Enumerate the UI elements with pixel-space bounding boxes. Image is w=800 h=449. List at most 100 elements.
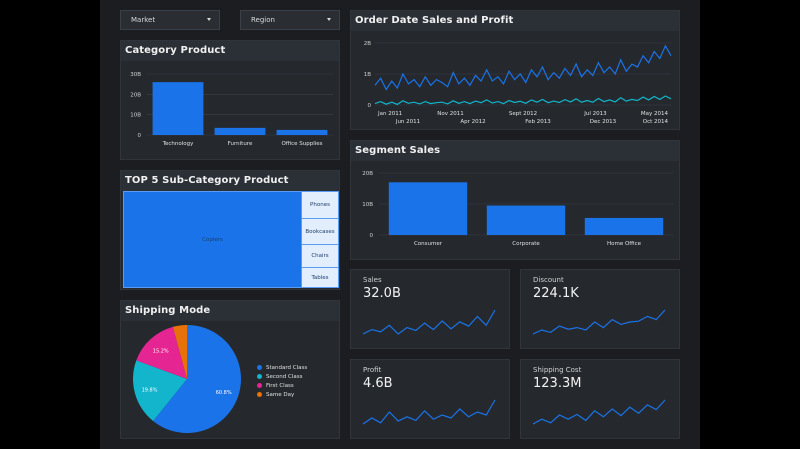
market-filter-label: Market (131, 16, 156, 24)
legend-label: Same Day (266, 391, 295, 398)
x-tick-label: Furniture (228, 141, 253, 147)
region-filter-dropdown[interactable]: Region (240, 10, 340, 30)
kpi-value: 224.1K (533, 286, 579, 301)
legend-label: First Class (266, 382, 294, 389)
kpi-card-profit: Profit 4.6B (350, 359, 510, 439)
treemap-cell-tables[interactable]: Tables (302, 268, 338, 287)
bar (388, 182, 468, 235)
treemap-cell-copiers[interactable]: Copiers (124, 192, 302, 287)
category-product-panel: Category Product 30B 20B 10B 0 Technology Fur… (120, 40, 340, 160)
y-tick-label: 10B (362, 202, 373, 208)
kpi-sparkline (532, 309, 666, 335)
legend-dot (257, 365, 262, 370)
kpi-sparkline (532, 399, 666, 425)
pie-data-label: 60.8% (216, 390, 232, 396)
shipping-mode-panel: Shipping Mode 60.8% 19.8% 15.2% Standard C… (120, 300, 340, 439)
treemap-label: Bookcases (305, 228, 335, 235)
y-tick-label: 20B (130, 92, 141, 98)
x-tick-label: Jun 2011 (395, 119, 420, 125)
x-tick-label: Office Supplies (281, 141, 322, 147)
shipping-mode-legend: Standard Class Second Class First Class … (257, 363, 307, 399)
legend-dot (257, 383, 262, 388)
series-line-sales (374, 44, 672, 91)
region-filter-label: Region (251, 16, 275, 24)
order-date-panel: Order Date Sales and Profit 2B 1B 0 Jan 201… (350, 10, 680, 130)
segment-sales-panel: Segment Sales 20B 10B 0 Consumer Corporate Ho… (350, 140, 680, 260)
kpi-label: Shipping Cost (533, 366, 582, 374)
y-tick-label: 0 (370, 233, 374, 239)
x-tick-label: Jan 2011 (377, 111, 402, 117)
segment-sales-chart: 20B 10B 0 Consumer Corporate Home Office (362, 171, 673, 247)
x-tick-label: Nov 2011 (437, 111, 463, 117)
pie-slice (172, 325, 187, 379)
shipping-mode-pie-chart: 60.8% 19.8% 15.2% (132, 325, 241, 433)
order-date-line-chart: 2B 1B 0 Jan 2011 Nov 2011 Sept 2012 Jul 2013 Ma… (364, 41, 672, 125)
pie-data-label: 15.2% (153, 348, 169, 354)
kpi-label: Discount (533, 276, 564, 284)
x-tick-label: Sept 2012 (509, 111, 537, 117)
pie-slice (153, 325, 241, 433)
x-tick-label: Home Office (607, 241, 642, 247)
legend-label: Standard Class (266, 364, 308, 371)
chevron-down-icon (207, 18, 211, 21)
top5-subcategory-title: TOP 5 Sub-Category Product (121, 171, 339, 191)
legend-item[interactable]: Standard Class (257, 363, 307, 372)
legend-item[interactable]: Same Day (257, 390, 307, 399)
kpi-card-discount: Discount 224.1K (520, 269, 680, 349)
legend-item[interactable]: First Class (257, 381, 307, 390)
bar (214, 127, 266, 135)
kpi-sparkline (362, 309, 496, 335)
kpi-value: 4.6B (363, 376, 393, 391)
sparkline-path (532, 309, 666, 335)
x-tick-label: Dec 2013 (590, 119, 617, 125)
x-tick-label: Jul 2013 (583, 111, 607, 117)
y-tick-label: 0 (368, 103, 372, 109)
legend-dot (257, 392, 262, 397)
chevron-down-icon (327, 18, 331, 21)
kpi-value: 32.0B (363, 286, 401, 301)
kpi-value: 123.3M (533, 376, 582, 391)
treemap-cell-chairs[interactable]: Chairs (302, 245, 338, 268)
bar (584, 217, 664, 235)
x-tick-label: Apr 2012 (460, 119, 485, 125)
treemap-label: Phones (310, 202, 330, 208)
x-tick-label: Feb 2013 (525, 119, 551, 125)
treemap-label: Copiers (202, 236, 223, 243)
kpi-card-sales: Sales 32.0B (350, 269, 510, 349)
x-tick-label: Oct 2014 (643, 119, 669, 125)
bar (152, 82, 204, 135)
treemap-cell-phones[interactable]: Phones (302, 192, 338, 219)
y-tick-label: 30B (130, 72, 141, 78)
pie-data-label: 19.8% (142, 387, 158, 393)
market-filter-dropdown[interactable]: Market (120, 10, 220, 30)
treemap-cell-bookcases[interactable]: Bookcases (302, 219, 338, 245)
kpi-sparkline (362, 399, 496, 425)
legend-dot (257, 374, 262, 379)
category-product-title: Category Product (121, 41, 339, 61)
x-tick-label: Technology (162, 141, 195, 147)
pie-slice (132, 360, 187, 422)
sparkline-path (362, 399, 496, 425)
legend-label: Second Class (266, 373, 303, 380)
y-tick-label: 20B (362, 171, 373, 177)
pie-slice (136, 326, 187, 379)
series-line-profit (374, 95, 672, 106)
legend-item[interactable]: Second Class (257, 372, 307, 381)
sparkline-path (532, 399, 666, 425)
category-product-chart: 30B 20B 10B 0 Technology Furniture Office Supp… (130, 72, 333, 147)
top5-subcategory-panel: TOP 5 Sub-Category Product Copiers Phone… (120, 170, 340, 290)
x-tick-label: May 2014 (641, 111, 669, 117)
y-tick-label: 10B (130, 113, 141, 119)
treemap: Copiers Phones Bookcases Chairs Tables (123, 191, 339, 288)
bar (486, 205, 566, 235)
segment-sales-title: Segment Sales (351, 141, 679, 161)
shipping-mode-title: Shipping Mode (121, 301, 339, 321)
bar (276, 129, 328, 135)
x-tick-label: Consumer (414, 241, 443, 247)
y-tick-label: 2B (364, 41, 371, 47)
x-tick-label: Corporate (512, 241, 540, 247)
kpi-card-shipping-cost: Shipping Cost 123.3M (520, 359, 680, 439)
order-date-title: Order Date Sales and Profit (351, 11, 679, 31)
y-tick-label: 1B (364, 72, 371, 78)
treemap-label: Tables (311, 274, 329, 281)
